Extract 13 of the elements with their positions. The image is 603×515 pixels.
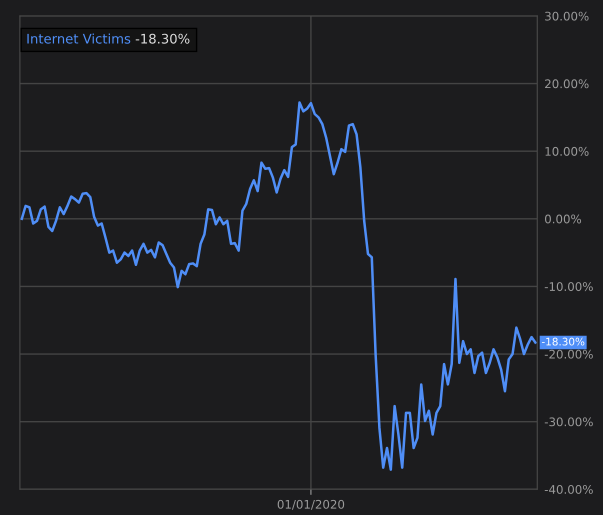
y-tick-label: 30.00% [545,12,589,21]
y-tick-label: -30.00% [544,417,593,426]
text: -18.30% [542,338,584,346]
y-tick-label: -10.00% [544,282,593,292]
y-tick-label: 0.00% [544,214,582,224]
text: Internet Victims [27,33,130,44]
x-tick-label: 01/01/2020 [278,500,344,510]
line-series [20,101,537,471]
y-tick-label: -40.00% [544,484,593,494]
y-tick-label: -20.00% [544,350,593,359]
annotation: -18.30% [136,34,190,44]
y-tick-label: 20.00% [545,79,589,88]
y-tick-label: 10.00% [546,146,589,156]
